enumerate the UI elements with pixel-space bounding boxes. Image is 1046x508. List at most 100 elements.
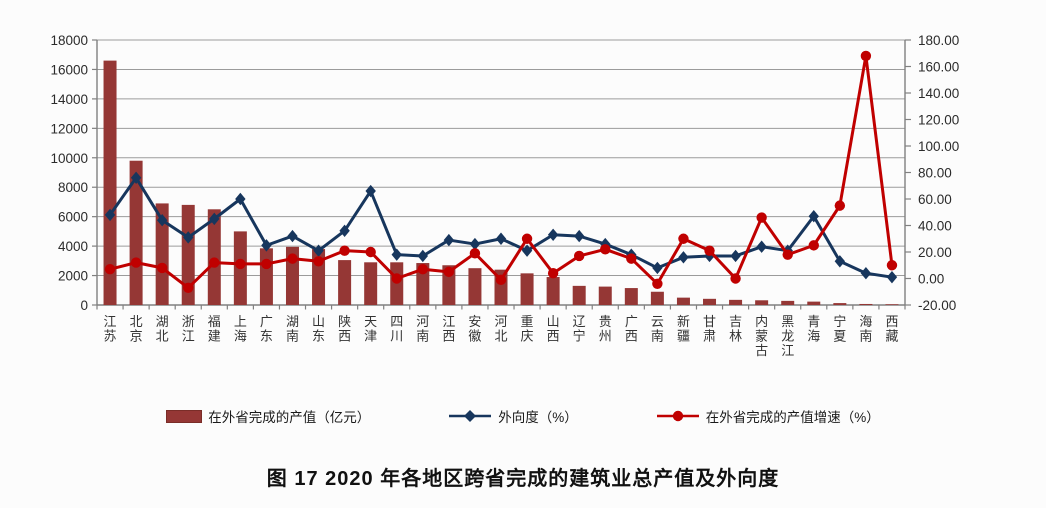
growth-rate-point xyxy=(287,253,298,264)
legend-item-outward-degree: 外向度（%） xyxy=(448,406,578,426)
right-axis-tick-label: 180.00 xyxy=(918,33,959,48)
x-category-label: 辽宁 xyxy=(573,314,586,344)
x-category-label: 江苏 xyxy=(104,314,117,344)
x-category-label: 新疆 xyxy=(677,314,690,344)
growth-rate-point xyxy=(547,268,559,279)
bar xyxy=(468,268,482,305)
outward-degree-point xyxy=(391,248,402,261)
x-category-label: 河北 xyxy=(494,314,507,344)
growth-rate-point xyxy=(756,212,767,223)
growth-rate-point xyxy=(261,258,272,270)
growth-rate-point xyxy=(469,248,481,259)
growth-rate-point xyxy=(443,266,455,278)
growth-rate-point xyxy=(209,257,220,268)
x-category-label: 山东 xyxy=(312,314,325,344)
x-category-label: 吉林 xyxy=(729,314,742,344)
growth-rate-point xyxy=(313,256,324,267)
outward-degree-point xyxy=(469,237,481,251)
growth-rate-point xyxy=(339,245,350,256)
x-category-label: 福建 xyxy=(208,314,221,344)
legend-label-outward-degree: 外向度（%） xyxy=(498,410,578,425)
x-category-label: 北京 xyxy=(130,314,143,344)
growth-rate-point xyxy=(495,274,507,286)
bar xyxy=(703,298,717,305)
bar xyxy=(338,260,352,305)
legend-item-output-value: 在外省完成的产值（亿元） xyxy=(166,406,370,426)
growth-rate-point xyxy=(678,233,689,244)
x-category-label: 陕西 xyxy=(338,314,351,344)
bar xyxy=(624,288,638,305)
x-category-label: 贵州 xyxy=(599,314,612,344)
x-category-label: 云南 xyxy=(651,314,664,344)
left-axis-tick-label: 16000 xyxy=(50,62,88,77)
figure-caption: 图 17 2020 年各地区跨省完成的建筑业总产值及外向度 xyxy=(266,468,780,490)
bar xyxy=(885,304,899,305)
left-axis-tick-label: 10000 xyxy=(50,151,88,166)
bar xyxy=(103,60,117,305)
x-category-label: 甘肃 xyxy=(703,314,716,344)
growth-rate-point xyxy=(808,240,819,251)
x-category-label: 宁夏 xyxy=(833,314,846,344)
bar xyxy=(155,203,169,305)
growth-rate-point xyxy=(600,244,611,255)
outward-degree-point xyxy=(834,255,846,268)
x-category-label: 内蒙古 xyxy=(755,314,768,358)
x-category-label: 重庆 xyxy=(521,314,534,344)
legend-label-growth-rate: 在外省完成的产值增速（%） xyxy=(705,410,880,425)
red-line-circle-icon xyxy=(656,410,699,422)
outward-degree-point xyxy=(652,261,663,275)
right-axis-tick-label: -20.00 xyxy=(918,298,956,313)
outward-degree-point xyxy=(261,239,272,252)
bar xyxy=(650,291,664,305)
right-axis-tick-label: 120.00 xyxy=(918,113,959,128)
left-axis-tick-label: 12000 xyxy=(50,121,88,136)
left-axis-tick-label: 0 xyxy=(80,298,88,313)
growth-rate-point xyxy=(834,200,846,211)
bar xyxy=(859,303,873,305)
x-category-label: 广东 xyxy=(260,314,273,344)
outward-degree-point xyxy=(886,270,898,284)
outward-degree-point xyxy=(547,228,559,241)
x-category-label: 青海 xyxy=(807,314,820,344)
growth-rate-point xyxy=(391,273,402,284)
x-category-label: 海南 xyxy=(859,314,872,344)
outward-degree-point xyxy=(730,249,741,263)
outward-degree-point xyxy=(365,184,376,198)
x-category-label: 江西 xyxy=(442,314,455,344)
outward-degree-point xyxy=(287,229,298,243)
chart-legend: 在外省完成的产值（亿元） 外向度（%） 在外省完成的产值增速（%） xyxy=(0,406,1046,426)
outward-degree-point xyxy=(104,208,116,222)
bar xyxy=(546,277,560,305)
x-category-label: 天津 xyxy=(364,314,377,344)
growth-rate-line xyxy=(109,54,894,290)
x-category-label: 黑龙江 xyxy=(781,314,794,358)
x-category-label: 河南 xyxy=(416,314,429,344)
left-axis-tick-label: 8000 xyxy=(58,180,88,195)
left-axis-tick-label: 14000 xyxy=(50,92,88,107)
outward-degree-point xyxy=(339,224,350,237)
bar xyxy=(416,263,430,305)
growth-rate-point xyxy=(521,233,533,244)
growth-rate-point xyxy=(417,264,429,275)
growth-rate-point xyxy=(183,282,194,293)
blue-line-diamond-icon xyxy=(449,410,492,422)
growth-rate-point xyxy=(704,245,715,256)
growth-rate-point xyxy=(782,249,793,260)
outward-degree-point xyxy=(808,210,819,223)
bar xyxy=(207,209,221,305)
x-category-label: 西藏 xyxy=(885,314,898,344)
right-axis-tick-label: 140.00 xyxy=(918,86,959,101)
x-category-label: 安徽 xyxy=(468,314,481,344)
right-axis-tick-label: 80.00 xyxy=(918,166,952,181)
legend-label-output-value: 在外省完成的产值（亿元） xyxy=(208,410,371,425)
outward-degree-point xyxy=(209,212,220,226)
bar xyxy=(598,286,612,305)
combo-chart: 0 2000 4000 6000 8000 10000 12000 14000 16000 180… xyxy=(50,33,959,358)
right-axis-tick-label: 20.00 xyxy=(918,245,952,260)
outward-degree-point xyxy=(521,244,533,257)
x-category-label: 广西 xyxy=(625,314,638,344)
growth-rate-point xyxy=(573,250,585,262)
growth-rate-point xyxy=(235,258,246,270)
right-axis-tick-label: 40.00 xyxy=(918,219,952,234)
